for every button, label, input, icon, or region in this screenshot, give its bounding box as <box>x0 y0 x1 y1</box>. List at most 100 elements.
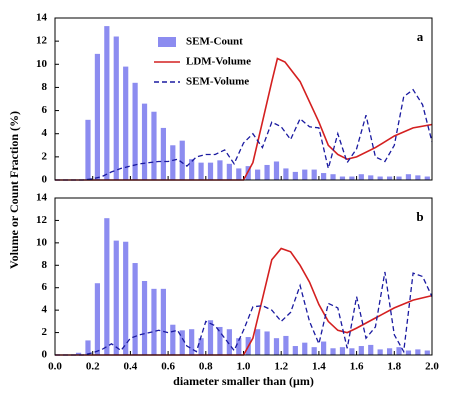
bar <box>94 283 101 355</box>
bar <box>358 346 364 355</box>
bar <box>75 352 82 355</box>
bar <box>160 288 166 355</box>
bar <box>396 176 402 180</box>
y-tick-label: 0 <box>42 174 48 186</box>
bar <box>264 331 270 355</box>
panel-label: a <box>417 29 424 44</box>
bar <box>273 338 280 355</box>
bar <box>141 280 148 355</box>
bar <box>302 342 308 355</box>
bar <box>264 164 270 180</box>
bar <box>255 169 261 180</box>
bar <box>424 350 430 355</box>
bar <box>226 163 232 180</box>
x-tick-label: 0.0 <box>48 361 62 373</box>
x-tick-label: 1.8 <box>387 361 401 373</box>
bar <box>189 329 195 355</box>
x-tick-label: 0.8 <box>199 361 213 373</box>
bar <box>368 344 374 355</box>
bar <box>132 263 138 355</box>
y-tick-label: 12 <box>36 35 48 47</box>
bar <box>189 159 195 180</box>
bar <box>321 341 327 355</box>
plot-frame <box>54 197 433 356</box>
legend-swatch <box>158 37 176 47</box>
x-tick-label: 1.2 <box>274 361 288 373</box>
bar <box>113 240 119 355</box>
bar <box>349 348 355 355</box>
legend-label: SEM-Volume <box>186 76 249 88</box>
bar <box>368 175 374 180</box>
bar <box>377 176 383 180</box>
line <box>55 271 433 356</box>
bar <box>415 175 421 180</box>
x-axis-label: diameter smaller than (μm) <box>173 374 314 388</box>
bar <box>160 127 166 180</box>
y-tick-label: 10 <box>36 236 48 248</box>
y-tick-label: 14 <box>36 12 48 24</box>
bar <box>151 111 157 180</box>
bar <box>415 349 421 355</box>
line <box>55 88 433 181</box>
bar <box>424 176 430 180</box>
y-axis-label: Volume or Count Fraction (%) <box>7 111 21 269</box>
x-tick-label: 1.6 <box>350 361 364 373</box>
bar <box>132 82 138 180</box>
bar <box>141 103 148 180</box>
bar <box>104 218 110 355</box>
bar <box>217 326 223 355</box>
bar <box>255 329 261 355</box>
y-tick-label: 6 <box>42 281 48 293</box>
plot-frame <box>54 17 433 181</box>
bar <box>330 348 336 355</box>
y-tick-label: 6 <box>42 104 48 116</box>
x-tick-label: 1.0 <box>237 361 251 373</box>
bar <box>113 36 119 181</box>
x-tick-label: 0.6 <box>161 361 175 373</box>
legend-label: SEM-Count <box>186 36 243 48</box>
bar <box>330 174 336 180</box>
bar <box>396 347 402 355</box>
bar <box>292 171 298 180</box>
bar <box>245 166 251 180</box>
bar <box>207 162 214 180</box>
bar <box>123 241 129 355</box>
x-tick-label: 0.4 <box>124 361 138 373</box>
y-tick-label: 14 <box>36 192 48 204</box>
bar <box>283 335 289 355</box>
y-tick-label: 0 <box>42 349 48 361</box>
bar <box>339 176 346 180</box>
y-tick-label: 8 <box>42 259 48 271</box>
line <box>55 247 433 356</box>
bar <box>386 176 393 180</box>
bar <box>85 119 91 180</box>
bar <box>311 347 317 355</box>
bar <box>179 330 185 355</box>
bar <box>236 338 242 355</box>
legend-label: LDM-Volume <box>186 56 251 68</box>
bar <box>358 174 364 180</box>
bar <box>104 26 110 180</box>
bar <box>198 162 204 180</box>
bar <box>94 53 101 180</box>
bar <box>405 174 412 180</box>
y-tick-label: 2 <box>42 326 48 338</box>
bar <box>321 173 327 180</box>
bar <box>311 169 317 180</box>
bar <box>123 66 129 180</box>
bar <box>151 288 157 355</box>
bar <box>302 169 308 180</box>
bar <box>226 329 232 355</box>
y-tick-label: 12 <box>36 214 48 226</box>
x-tick-label: 1.4 <box>312 361 326 373</box>
bar <box>217 160 223 180</box>
bar <box>339 347 346 355</box>
x-tick-label: 0.2 <box>86 361 100 373</box>
bar <box>377 349 383 355</box>
bar <box>170 324 176 355</box>
bar <box>179 140 185 180</box>
panel-label: b <box>416 209 423 224</box>
y-tick-label: 8 <box>42 81 48 93</box>
bar <box>170 145 176 180</box>
